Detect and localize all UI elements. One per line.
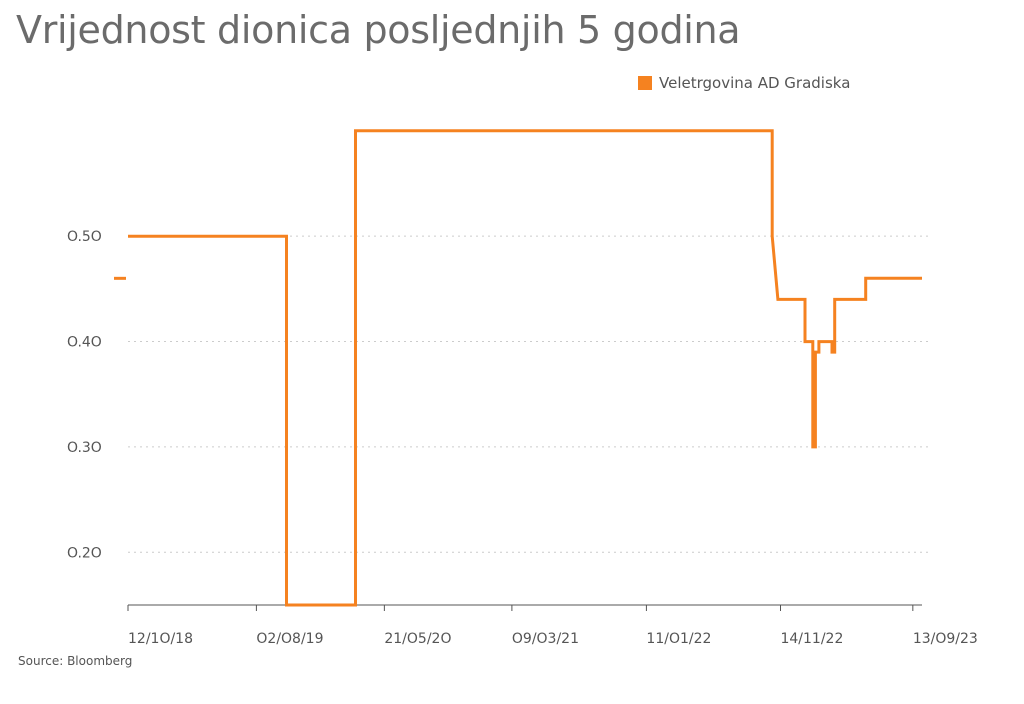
chart-title: Vrijednost dionica posljednjih 5 godina	[16, 8, 741, 52]
x-tick-label: O2/O8/19	[256, 631, 323, 647]
y-tick-label: O.3O	[67, 440, 102, 456]
y-tick-label: O.2O	[67, 545, 102, 561]
source-note: Source: Bloomberg	[18, 654, 133, 668]
x-tick-label: 11/O1/22	[646, 631, 711, 647]
series-line-0	[128, 129, 922, 607]
x-axis	[127, 604, 922, 611]
y-tick-label: O.4O	[67, 335, 102, 351]
legend-label: Veletrgovina AD Gradiska	[659, 74, 851, 92]
x-tick-label: 12/1O/18	[128, 631, 193, 647]
y-tick-label: O.5O	[67, 229, 102, 245]
series-layer	[114, 129, 922, 607]
grid-lines	[128, 235, 928, 553]
tick-labels: O.2O O.3O O.4O O.5O 12/1O/18 O2/O8/19 21/O5/2O…	[67, 229, 978, 647]
x-tick-label: 14/11/22	[780, 631, 843, 647]
x-tick-label: O9/O3/21	[512, 631, 579, 647]
legend: Veletrgovina AD Gradiska	[638, 74, 850, 92]
x-tick-label: 13/O9/23	[913, 631, 978, 647]
legend-swatch	[638, 76, 652, 90]
x-tick-label: 21/O5/2O	[384, 631, 451, 647]
